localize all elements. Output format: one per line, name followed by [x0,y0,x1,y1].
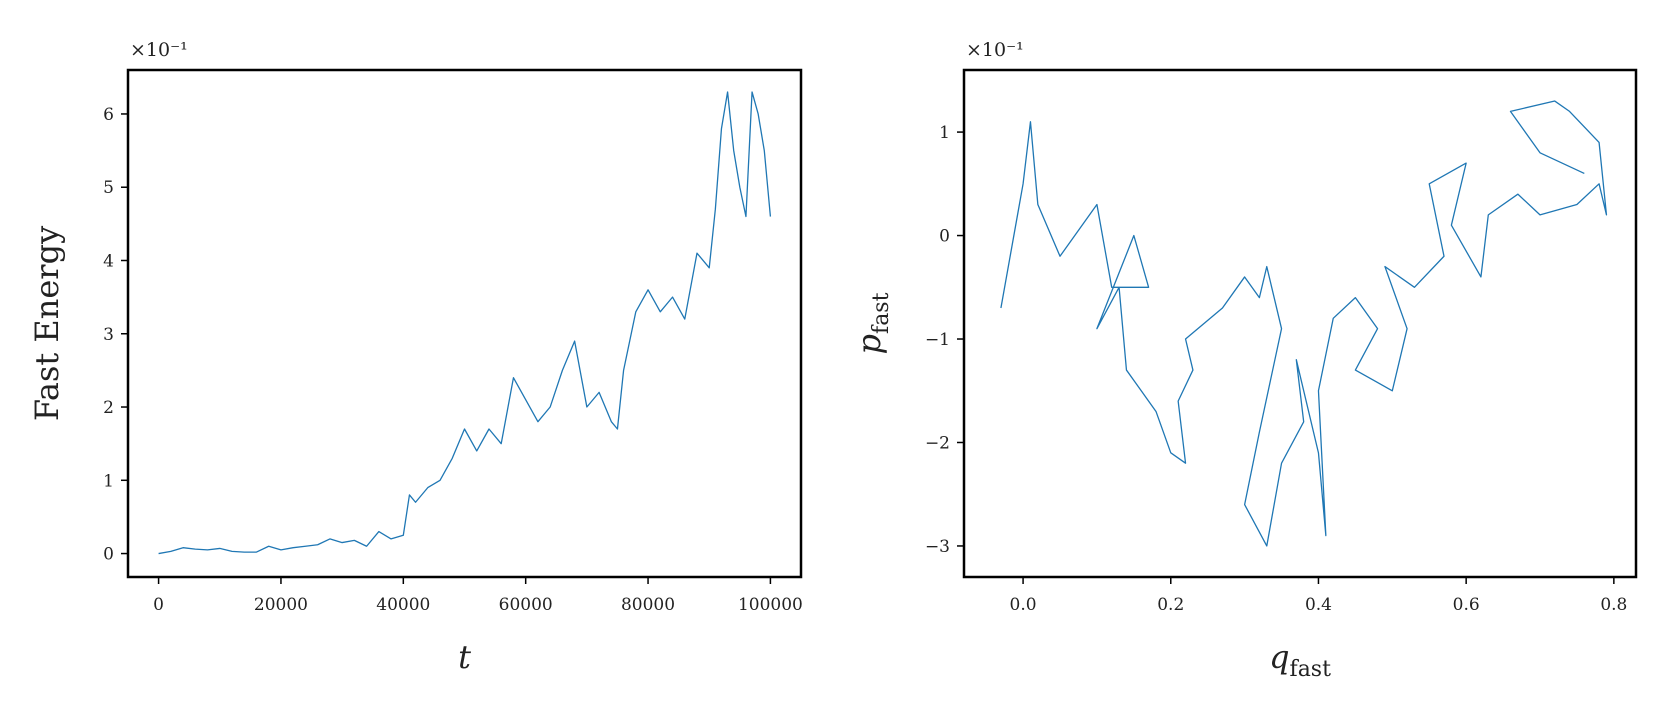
x-tick-label: 0.8 [1600,595,1627,615]
y-tick-label: 0 [939,227,950,247]
x-axis-label-sub: fast [1290,657,1332,682]
y-tick-label: 3 [103,325,114,345]
data-line [1000,100,1608,547]
x-tick-label: 80000 [621,595,675,615]
axes-frame [962,68,1638,579]
x-tick-label: 40000 [376,595,430,615]
x-tick-label: 100000 [738,595,803,615]
x-tick-label: 60000 [499,595,553,615]
x-axis-label-main: q [1269,638,1289,676]
y-tick-label: −1 [925,330,950,350]
x-tick-label: 0 [153,595,164,615]
y-tick-label: 5 [103,178,114,198]
y-axis-label: Fast Energy [28,226,66,421]
x-tick-label: 0.2 [1157,595,1184,615]
data-line [158,91,772,555]
x-tick-label: 0.4 [1305,595,1332,615]
x-axis-label: t [458,638,471,676]
y-axis-label: pfast [850,292,894,354]
y-axis-label-main: p [850,334,888,354]
offset-label: ×10⁻¹ [966,39,1024,61]
x-tick-label: 0.6 [1453,595,1480,615]
x-axis-label-main: t [458,638,471,676]
y-tick-label: −3 [925,537,950,557]
x-tick-label: 20000 [254,595,308,615]
axes-frame [126,68,803,579]
y-tick-label: 1 [103,471,114,491]
y-axis-label-main: Fast Energy [28,226,66,421]
y-tick-label: 2 [103,398,114,418]
x-axis-label: qfast [1269,638,1331,682]
y-tick-label: 4 [103,251,114,271]
y-tick-label: −2 [925,433,950,453]
y-axis-label-sub: fast [869,292,894,334]
x-tick-label: 0.0 [1010,595,1037,615]
y-tick-label: 6 [103,105,114,125]
y-tick-label: 0 [103,545,114,565]
y-tick-label: 1 [939,123,950,143]
offset-label: ×10⁻¹ [130,39,188,61]
